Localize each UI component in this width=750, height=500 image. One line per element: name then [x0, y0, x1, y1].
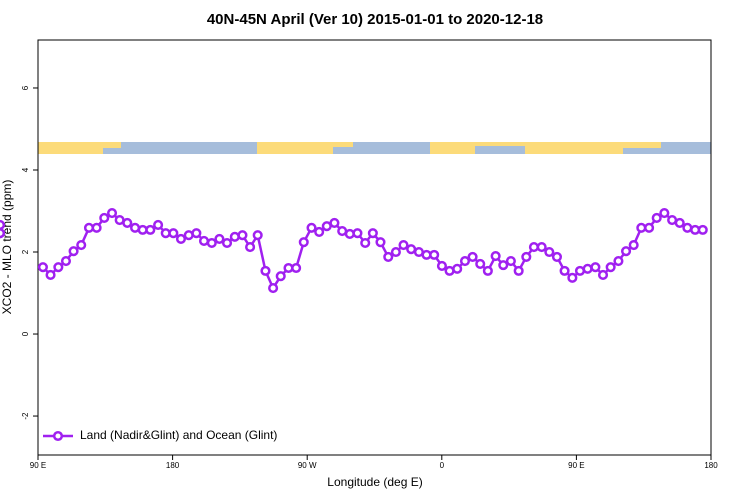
- data-point: [153, 219, 164, 230]
- data-point: [198, 235, 210, 246]
- y-tick-label: 4: [21, 167, 30, 172]
- data-point: [452, 263, 463, 274]
- data-point: [429, 249, 440, 260]
- data-point: [436, 260, 447, 272]
- data-point: [68, 246, 79, 257]
- data-point: [268, 283, 279, 294]
- data-point: [544, 246, 555, 258]
- data-point: [106, 208, 118, 219]
- data-point: [605, 262, 616, 273]
- data-point: [482, 265, 493, 276]
- data-point: [536, 242, 547, 253]
- data-point: [352, 228, 363, 239]
- legend-label: Land (Nadir&Glint) and Ocean (Glint): [80, 428, 277, 442]
- data-point: [0, 228, 6, 239]
- data-point: [475, 258, 486, 269]
- x-axis-label: Longitude (deg E): [327, 475, 422, 489]
- land-ocean-strip: [38, 142, 711, 154]
- data-point: [91, 222, 102, 233]
- x-tick-label: 180: [704, 461, 718, 470]
- y-axis-label: XCO2 - MLO trend (ppm): [0, 180, 14, 315]
- x-tick-label: 0: [440, 461, 445, 470]
- data-point: [191, 228, 202, 239]
- data-point: [206, 237, 217, 249]
- data-point: [99, 212, 110, 224]
- data-point: [590, 262, 601, 273]
- data-point: [505, 255, 516, 267]
- data-point: [597, 269, 609, 281]
- data-point: [122, 217, 133, 228]
- data-point: [60, 255, 72, 267]
- data-point: [513, 265, 524, 276]
- data-point: [260, 265, 271, 276]
- legend-marker: [52, 430, 64, 442]
- data-point: [498, 260, 509, 271]
- data-point: [459, 255, 471, 267]
- data-point: [621, 246, 632, 257]
- data-point: [613, 255, 624, 267]
- data-point: [582, 263, 593, 274]
- data-point: [651, 212, 662, 224]
- y-tick-label: 0: [21, 331, 30, 336]
- data-point: [229, 231, 240, 242]
- y-tick-label: 2: [21, 249, 30, 254]
- x-tick-label: 180: [166, 461, 180, 470]
- data-point: [221, 237, 233, 249]
- data-point: [390, 246, 401, 258]
- data-point: [245, 242, 256, 253]
- data-point: [314, 226, 325, 237]
- data-point: [168, 228, 179, 239]
- data-point: [674, 217, 685, 228]
- data-point: [45, 269, 56, 281]
- plot-frame: [37, 39, 712, 456]
- data-point: [0, 219, 6, 230]
- data-point: [528, 242, 539, 253]
- data-point: [329, 217, 340, 228]
- data-point: [76, 239, 87, 251]
- data-point: [237, 230, 248, 241]
- data-point: [37, 262, 48, 273]
- data-point: [559, 265, 570, 276]
- data-point: [145, 224, 156, 235]
- x-tick-label: 90 E: [30, 461, 46, 470]
- data-point: [697, 224, 708, 235]
- data-point: [644, 222, 655, 233]
- data-point: [567, 272, 578, 283]
- chart-title: 40N-45N April (Ver 10) 2015-01-01 to 202…: [207, 11, 543, 28]
- data-point: [360, 237, 371, 249]
- data-point: [252, 230, 263, 241]
- data-point: [53, 262, 64, 273]
- data-point: [406, 244, 417, 255]
- data-point: [467, 251, 478, 262]
- data-point: [636, 222, 647, 233]
- data-point: [628, 239, 639, 251]
- data-point: [682, 222, 693, 233]
- data-point: [291, 262, 302, 274]
- x-tick-label: 90 E: [568, 461, 584, 470]
- y-tick-label: -2: [21, 412, 30, 420]
- data-point: [521, 251, 532, 262]
- data-point: [375, 237, 386, 248]
- data-point: [490, 251, 501, 262]
- data-point: [659, 208, 670, 219]
- data-point: [275, 271, 286, 282]
- data-point: [214, 233, 225, 244]
- data-point: [298, 237, 309, 248]
- data-point: [383, 251, 394, 262]
- data-point: [175, 233, 187, 244]
- data-point: [551, 251, 563, 262]
- x-tick-label: 90 W: [298, 461, 317, 470]
- data-point: [398, 239, 409, 251]
- data-point: [367, 228, 378, 239]
- y-tick-label: 6: [21, 85, 30, 90]
- data-point: [306, 222, 317, 233]
